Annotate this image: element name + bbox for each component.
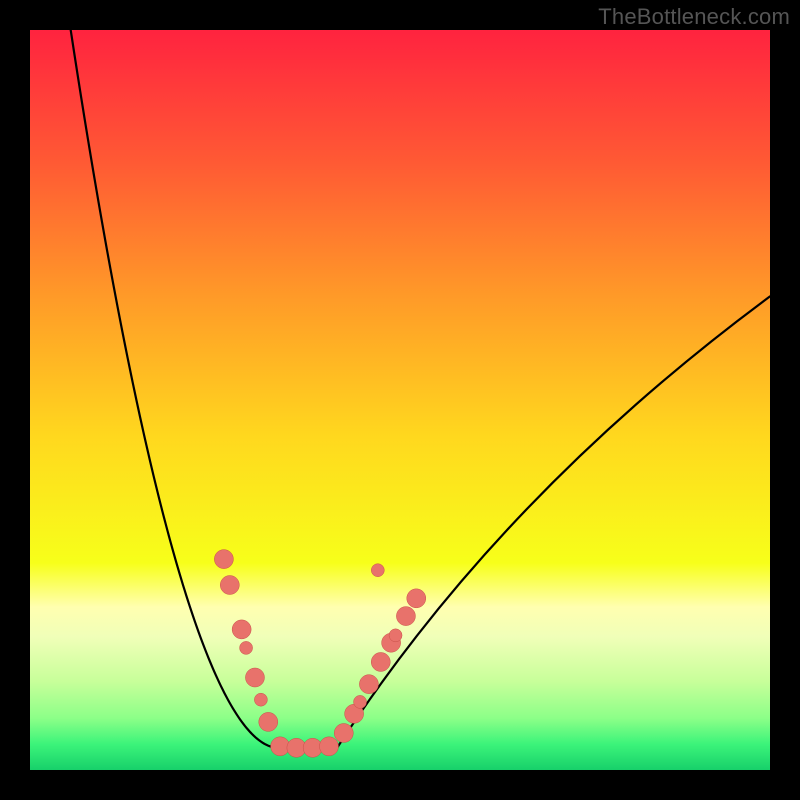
right-marker bbox=[396, 607, 415, 626]
right-marker bbox=[354, 695, 367, 708]
left-marker bbox=[220, 576, 239, 595]
right-marker bbox=[371, 652, 390, 671]
right-marker bbox=[389, 629, 402, 642]
right-marker bbox=[407, 589, 426, 608]
left-marker bbox=[259, 712, 278, 731]
watermark-text: TheBottleneck.com bbox=[598, 4, 790, 30]
left-marker bbox=[232, 620, 251, 639]
bottom-marker bbox=[319, 737, 338, 756]
left-marker bbox=[240, 641, 253, 654]
right-marker bbox=[359, 675, 378, 694]
left-marker bbox=[245, 668, 264, 687]
right-marker bbox=[371, 564, 384, 577]
right-marker bbox=[334, 724, 353, 743]
chart-svg bbox=[0, 0, 800, 800]
left-marker bbox=[214, 550, 233, 569]
left-marker bbox=[254, 693, 267, 706]
chart-container: TheBottleneck.com bbox=[0, 0, 800, 800]
